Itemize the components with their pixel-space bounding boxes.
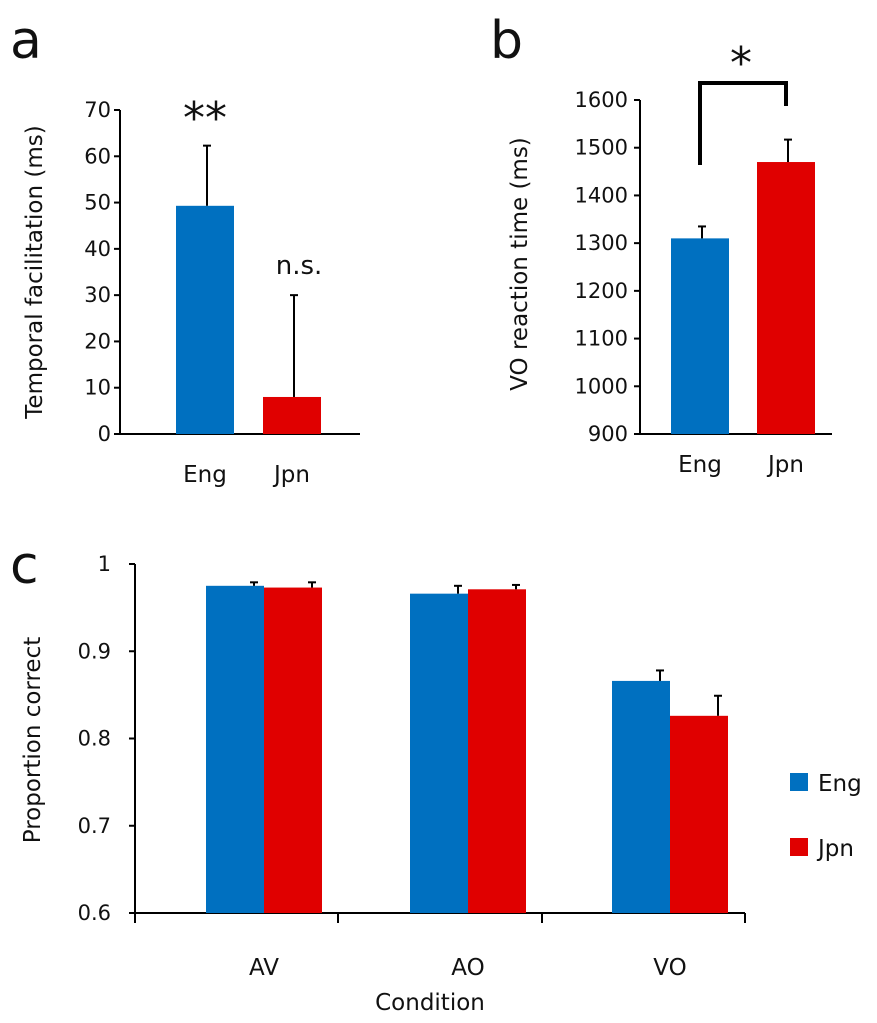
bar-eng xyxy=(176,205,234,434)
bar-av-jpn xyxy=(264,587,322,913)
y-tick-label: 1400 xyxy=(575,183,628,207)
y-tick-label: 30 xyxy=(84,283,111,307)
legend: Eng Jpn xyxy=(790,771,862,862)
x-tick-label: Eng xyxy=(183,462,227,488)
y-tick-label: 0.8 xyxy=(78,727,111,751)
y-tick-label: 1 xyxy=(98,552,111,576)
significance-bracket-b xyxy=(698,81,788,165)
bar-jpn xyxy=(263,396,321,434)
bar-av-eng xyxy=(206,585,264,913)
y-tick-label: 20 xyxy=(84,329,111,353)
y-tick-label: 1300 xyxy=(575,231,628,255)
y-tick-label: 1500 xyxy=(575,136,628,160)
bar-ao-eng xyxy=(410,593,468,913)
y-tick-label: 1600 xyxy=(575,88,628,112)
y-tick-label: 10 xyxy=(84,376,111,400)
y-tick-label: 1100 xyxy=(575,327,628,351)
ylabel-b: VO reaction time (ms) xyxy=(507,137,533,391)
y-tick-label: 40 xyxy=(84,237,111,261)
significance-star-b: * xyxy=(730,38,752,89)
y-tick-label: 50 xyxy=(84,191,111,215)
y-tick-label: 70 xyxy=(84,98,111,122)
bar-ao-jpn xyxy=(468,589,526,913)
ylabel-a: Temporal facilitation (ms) xyxy=(22,125,48,419)
bar-vo-eng xyxy=(612,680,670,913)
x-tick-label: AO xyxy=(451,955,484,981)
x-tick-label: Jpn xyxy=(766,452,804,478)
y-tick-label: 1200 xyxy=(575,279,628,303)
plot-area: 0 10 20 30 40 50 60 70 Eng Jpn 900 1000 1100 1200 1300… xyxy=(78,88,832,981)
x-tick-label: Jpn xyxy=(272,462,310,488)
y-tick-label: 0.6 xyxy=(78,901,111,925)
y-tick-label: 900 xyxy=(588,422,628,446)
x-tick-label: AV xyxy=(249,955,279,981)
x-tick-label: Eng xyxy=(678,452,722,478)
panel-label-c: c xyxy=(10,536,39,596)
bar-jpn xyxy=(757,162,815,434)
bar-eng xyxy=(671,238,729,434)
y-tick-label: 0.9 xyxy=(78,639,111,663)
panel-label-a: a xyxy=(10,11,42,71)
legend-swatch-jpn xyxy=(790,838,808,856)
x-tick-label: VO xyxy=(653,955,686,981)
y-tick-label: 0 xyxy=(98,422,111,446)
bar-vo-jpn xyxy=(670,715,728,913)
y-tick-label: 60 xyxy=(84,144,111,168)
panel-label-b: b xyxy=(490,11,523,71)
ylabel-c: Proportion correct xyxy=(20,637,46,844)
y-tick-label: 0.7 xyxy=(78,814,111,838)
significance-stars-eng: ** xyxy=(183,93,227,144)
legend-label-eng: Eng xyxy=(818,771,862,797)
legend-label-jpn: Jpn xyxy=(816,836,854,862)
xlabel-c: Condition xyxy=(375,990,485,1016)
annotation-ns-jpn: n.s. xyxy=(276,251,323,281)
legend-swatch-eng xyxy=(790,773,808,791)
y-tick-label: 1000 xyxy=(575,374,628,398)
